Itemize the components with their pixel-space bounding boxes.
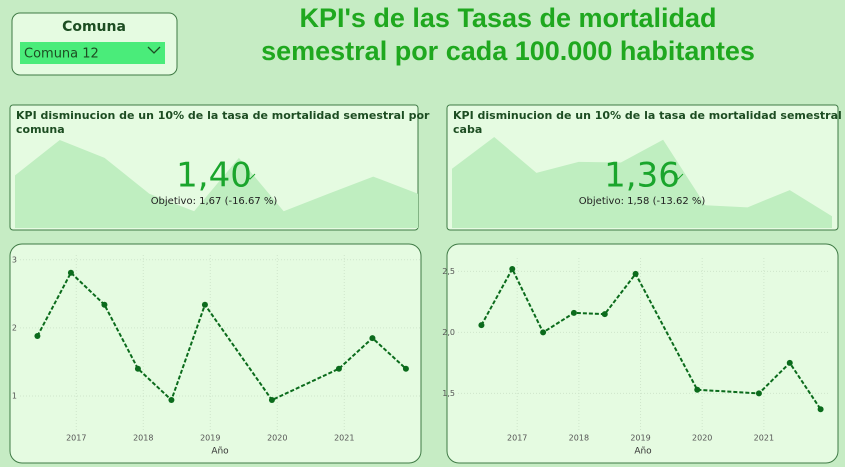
x-tick-label: 2018 (133, 434, 153, 443)
data-point (694, 386, 701, 393)
y-tick-label: 2,0 (442, 328, 455, 337)
kpi-goal: Objetivo: 1,67 (-16.67 %) (151, 196, 278, 207)
kpi-check (674, 173, 684, 180)
kpi-title: caba (453, 123, 482, 136)
x-tick-label: 2021 (334, 434, 354, 443)
y-tick-label: 1 (12, 391, 17, 400)
data-point (268, 397, 275, 404)
data-point (67, 269, 74, 276)
kpi-check (246, 173, 256, 180)
kpi-goal: Objetivo: 1,58 (-13.62 %) (579, 196, 706, 207)
data-point (34, 333, 41, 340)
y-tick-label: 3 (12, 255, 17, 264)
data-point (335, 365, 342, 372)
y-tick-label: 2 (12, 323, 17, 332)
data-point (201, 301, 208, 308)
x-tick-label: 2018 (569, 434, 589, 443)
x-tick-label: 2020 (692, 434, 712, 443)
chart-card (9, 243, 422, 464)
data-point (402, 365, 409, 372)
kpi-value: 1,40 (176, 156, 252, 196)
x-axis-title: Año (211, 447, 229, 457)
kpi-title: KPI disminucion de un 10% de la tasa de … (16, 109, 430, 122)
kpi-sparkline-area (15, 140, 418, 228)
data-point (478, 322, 485, 329)
data-point (755, 390, 762, 397)
y-tick-label: 2,5 (442, 267, 455, 276)
data-point (540, 329, 547, 336)
title-line: KPI's de las Tasas de mortalidad (299, 3, 716, 33)
data-point (817, 406, 824, 413)
chart-card (446, 243, 839, 464)
data-point (786, 359, 793, 366)
x-tick-label: 2019 (200, 434, 220, 443)
x-tick-label: 2017 (507, 434, 527, 443)
data-point (101, 301, 108, 308)
kpi-title: comuna (16, 123, 65, 136)
data-point (168, 397, 175, 404)
data-point (509, 265, 516, 272)
kpi-title: KPI disminucion de un 10% de la tasa de … (453, 109, 845, 122)
series-line (480, 266, 822, 410)
kpi-value: 1,36 (604, 156, 680, 196)
x-tick-label: 2019 (630, 434, 650, 443)
slicer-label: Comuna (62, 19, 126, 35)
data-point (601, 311, 608, 318)
data-point (632, 270, 639, 277)
slicer-dropdown[interactable] (20, 42, 165, 64)
x-axis-title: Año (634, 447, 652, 457)
slicer-selected: Comuna 12 (24, 47, 99, 62)
title-line: semestral por cada 100.000 habitantes (261, 36, 755, 66)
kpi-sparkline-area (452, 137, 832, 228)
x-tick-label: 2017 (66, 434, 86, 443)
x-tick-label: 2021 (754, 434, 774, 443)
data-point (369, 335, 376, 342)
dropdown-arrow[interactable] (147, 46, 161, 54)
y-tick-label: 1,5 (442, 389, 455, 398)
x-tick-label: 2020 (267, 434, 287, 443)
data-point (570, 309, 577, 316)
data-point (134, 365, 141, 372)
